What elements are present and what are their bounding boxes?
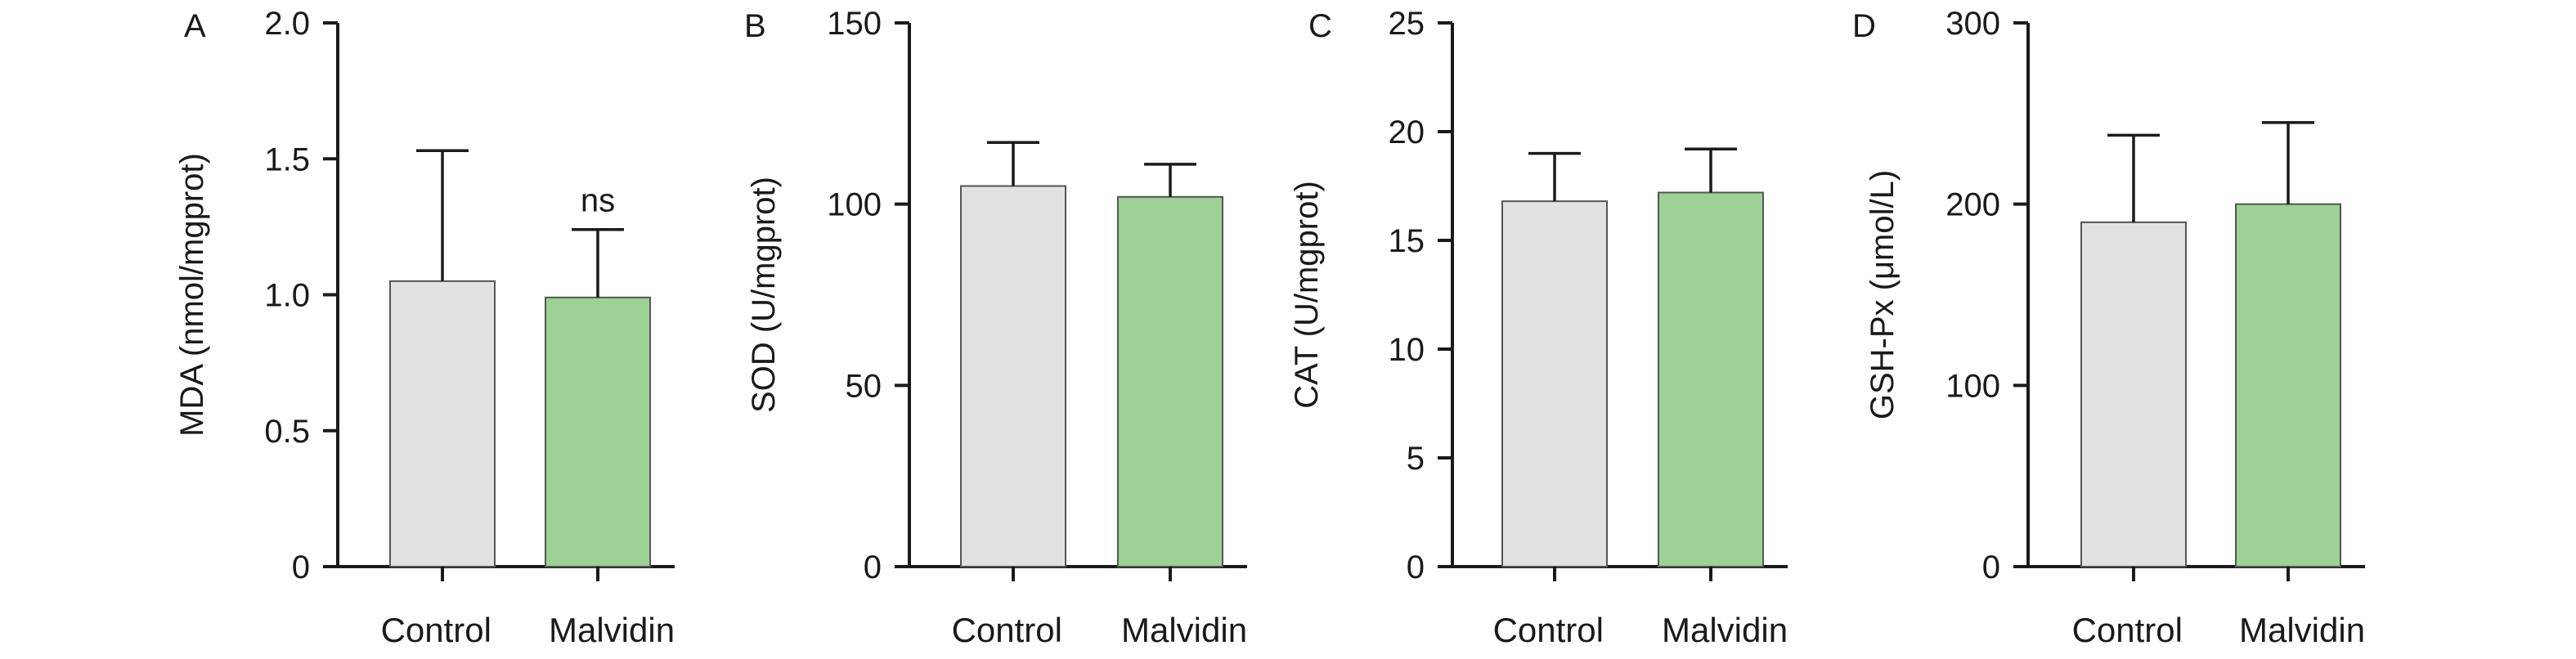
bar-A-control — [389, 280, 496, 567]
y-tick-label-C: 25 — [1389, 6, 1425, 42]
y-tick-label-B: 50 — [846, 368, 882, 404]
y-tick-label-D: 200 — [1945, 187, 2000, 223]
panel-letter-B: B — [744, 8, 766, 44]
y-tick-label-D: 100 — [1945, 368, 2000, 404]
panel-letter-C: C — [1308, 8, 1332, 44]
x-category-label-D: Malvidin — [2239, 611, 2365, 649]
y-tick-label-B: 150 — [827, 6, 882, 42]
bar-C-control — [1501, 200, 1608, 567]
y-tick-label-D: 300 — [1945, 6, 2000, 42]
panel-letter-D: D — [1852, 8, 1876, 44]
panel-letter-A: A — [184, 8, 206, 44]
bar-D-control — [2080, 221, 2187, 567]
y-tick-label-A: 1.0 — [264, 278, 310, 314]
x-category-label-A: Control — [381, 611, 491, 649]
y-tick-label-B: 0 — [864, 549, 882, 585]
bar-B-malvidin — [1117, 195, 1223, 568]
x-category-label-B: Control — [952, 611, 1062, 649]
significance-label-A: ns — [581, 183, 615, 219]
bar-A-malvidin — [545, 296, 651, 567]
bar-B-control — [960, 185, 1066, 567]
y-tick-label-C: 15 — [1389, 223, 1425, 259]
x-category-label-A: Malvidin — [549, 611, 675, 649]
y-axis-title-B: SOD (U/mgprot) — [746, 177, 782, 413]
y-tick-label-C: 5 — [1407, 441, 1425, 477]
y-tick-label-B: 100 — [827, 187, 882, 223]
y-axis-title-A: MDA (nmol/mgprot) — [174, 153, 210, 437]
x-category-label-B: Malvidin — [1121, 611, 1247, 649]
x-category-label-C: Malvidin — [1662, 611, 1788, 649]
x-category-label-C: Control — [1493, 611, 1604, 649]
y-tick-label-A: 1.5 — [264, 141, 310, 177]
y-tick-label-C: 20 — [1389, 114, 1425, 150]
bar-C-malvidin — [1658, 191, 1764, 567]
x-category-label-D: Control — [2072, 611, 2183, 649]
y-tick-label-C: 0 — [1407, 549, 1425, 585]
y-tick-label-A: 0 — [292, 549, 310, 585]
y-tick-label-A: 0.5 — [264, 414, 310, 450]
y-tick-label-C: 10 — [1389, 332, 1425, 368]
y-axis-title-C: CAT (U/mgprot) — [1289, 181, 1325, 409]
y-axis-title-D: GSH-Px (μmol/L) — [1865, 170, 1901, 419]
y-tick-label-D: 0 — [1982, 549, 2000, 585]
y-tick-label-A: 2.0 — [264, 6, 310, 42]
bar-D-malvidin — [2235, 203, 2341, 568]
